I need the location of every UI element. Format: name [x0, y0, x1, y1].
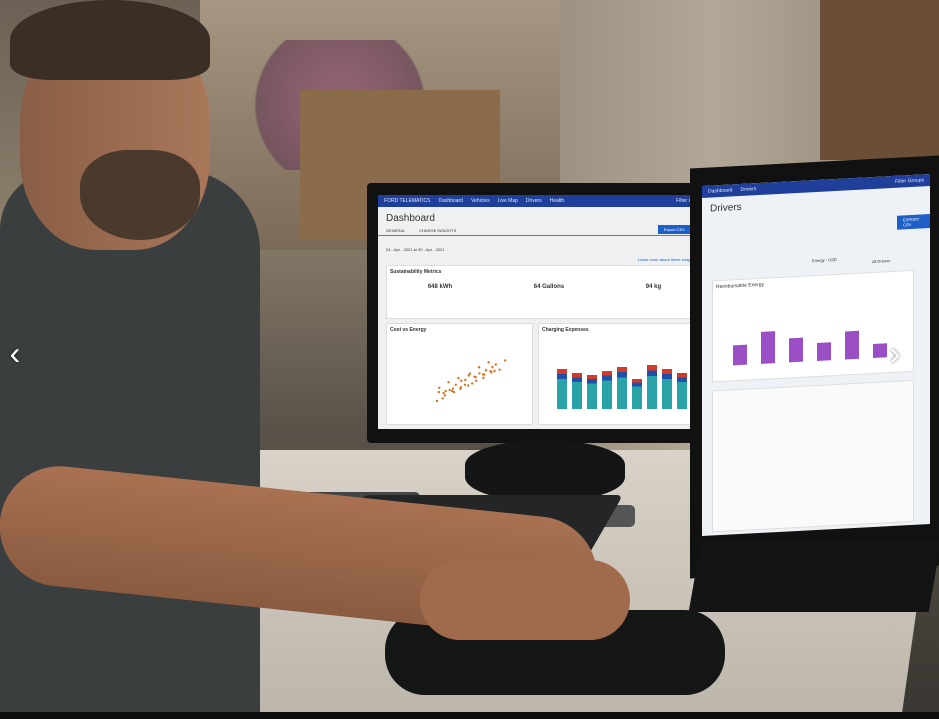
- nav-item: Drivers: [740, 186, 757, 193]
- filter-groups: Filter Groups: [895, 177, 924, 185]
- card-title: Sustainability Metrics: [390, 269, 442, 275]
- scatter-point: [484, 369, 488, 372]
- scatter-point: [435, 399, 439, 403]
- card-title: Reimbursable Energy: [716, 281, 765, 291]
- scatter-point: [463, 383, 467, 386]
- scatter-point: [464, 378, 467, 382]
- hair: [10, 0, 210, 80]
- cost-vs-energy-card: Cost vs Energy: [386, 323, 533, 425]
- scatter-point: [482, 373, 486, 376]
- bar: [789, 337, 803, 363]
- bottom-strip: [0, 712, 939, 719]
- scatter-point: [494, 363, 497, 366]
- scatter-point: [460, 379, 463, 383]
- scatter-point: [503, 359, 507, 362]
- chevron-right-icon[interactable]: ›: [889, 335, 901, 371]
- scatter-plot: [435, 359, 507, 403]
- right-monitor-stand: [688, 540, 939, 612]
- bar: [617, 367, 627, 409]
- left-monitor-screen: FORD TELEMATICS Dashboard Vehicles Live …: [378, 195, 711, 429]
- scatter-point: [451, 387, 455, 390]
- bar: [632, 379, 642, 409]
- drivers-select: All Drivers: [872, 258, 891, 265]
- scatter-point: [454, 383, 457, 387]
- screen-tab: GENERAL: [386, 228, 406, 233]
- scatter-point: [444, 389, 447, 393]
- nav-item: Live Map: [497, 198, 518, 204]
- hand-on-mouse: [420, 560, 630, 640]
- scatter-point: [491, 366, 494, 369]
- scatter-point: [467, 374, 470, 377]
- scatter-point: [478, 372, 481, 375]
- scatter-point: [459, 386, 463, 389]
- metric-co2: 94 kg: [645, 284, 662, 290]
- bar: [677, 373, 687, 409]
- bar: [602, 371, 612, 409]
- bar: [817, 342, 831, 361]
- bar: [733, 344, 747, 366]
- nav-item: Vehicles: [470, 198, 490, 204]
- sustainability-card: Sustainability Metrics 648 kWh 64 Gallon…: [386, 265, 703, 319]
- scatter-point: [498, 368, 501, 371]
- metric-gallons: 64 Gallons: [533, 284, 565, 290]
- scatter-point: [477, 366, 481, 369]
- scatter-point: [441, 397, 444, 400]
- export-button: EXPORT CSV: [897, 214, 930, 230]
- scatter-point: [450, 389, 454, 393]
- scatter-point: [489, 369, 492, 373]
- scatter-point: [447, 381, 450, 384]
- scatter-point: [443, 394, 447, 397]
- scatter-point: [437, 390, 441, 394]
- bar: [761, 331, 775, 364]
- chevron-left-icon[interactable]: ‹: [9, 335, 21, 371]
- export-button: Export CSV: [658, 225, 691, 234]
- scatter-point: [442, 391, 445, 395]
- bar: [557, 369, 567, 409]
- screen-tab: CHARGE INSIGHTS: [419, 228, 457, 233]
- energy-select: Energy - USD: [812, 256, 837, 264]
- shirt: [0, 170, 260, 712]
- card-title: Charging Expenses: [542, 327, 589, 333]
- scatter-point: [467, 384, 470, 387]
- bar: [845, 330, 859, 360]
- date-range: 24 - Apr - 2021 to 30 - Apr - 2021: [386, 247, 445, 252]
- nav-item: Health: [549, 198, 565, 204]
- scatter-point: [487, 361, 490, 364]
- brand: FORD TELEMATICS: [384, 198, 431, 204]
- person: [0, 0, 290, 712]
- scatter-point: [468, 372, 472, 375]
- nav-item: Drivers: [525, 198, 542, 204]
- bar: [662, 369, 672, 409]
- scatter-point: [493, 369, 496, 373]
- scatter-point: [482, 376, 485, 380]
- screen-title: Dashboard: [386, 213, 435, 224]
- bar-chart: [557, 354, 697, 409]
- bar: [587, 375, 597, 409]
- learn-more: Learn more about these insights: [638, 257, 696, 262]
- screen-tabs: GENERAL CHARGE INSIGHTS: [378, 226, 711, 236]
- purple-bar-chart: [733, 301, 903, 366]
- left-monitor-stand: [465, 440, 625, 502]
- charging-expenses-card: Charging Expenses: [538, 323, 703, 425]
- nav-item: Dashboard: [438, 198, 463, 204]
- scatter-point: [470, 382, 474, 385]
- nav-item: Dashboard: [708, 187, 733, 195]
- scatter-point: [474, 376, 477, 379]
- scatter-point: [448, 388, 451, 392]
- card-title: Cost vs Energy: [390, 327, 427, 333]
- beard: [80, 150, 200, 240]
- screen-nav: FORD TELEMATICS Dashboard Vehicles Live …: [378, 195, 711, 207]
- scatter-point: [438, 386, 441, 390]
- scatter-point: [452, 390, 456, 394]
- scatter-point: [457, 376, 460, 380]
- metric-energy: 648 kWh: [427, 284, 453, 290]
- background-cabinet: [820, 0, 939, 160]
- bar: [647, 365, 657, 409]
- scatter-point: [475, 379, 478, 383]
- reimbursement-table: [712, 379, 914, 533]
- bar: [572, 373, 582, 409]
